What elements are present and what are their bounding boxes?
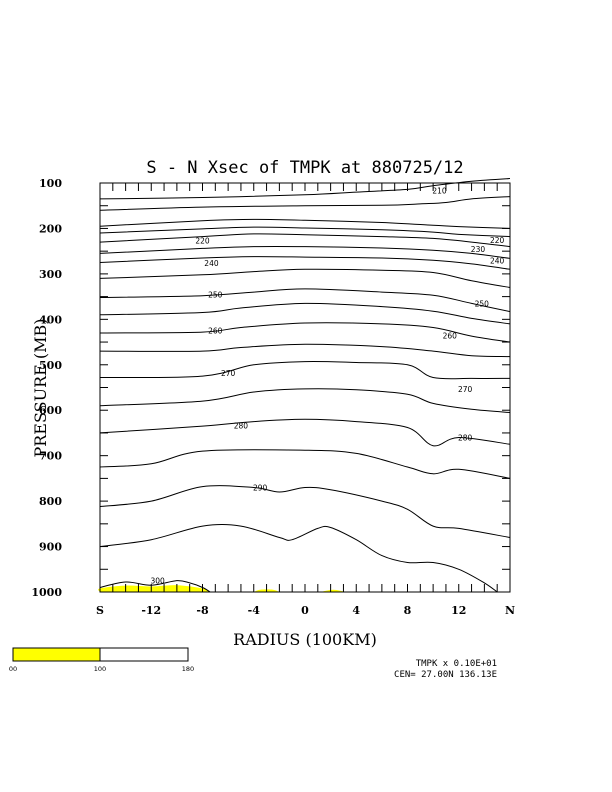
- y-tick-label: 100: [39, 177, 62, 190]
- contour-line-7: [99, 268, 511, 288]
- y-tick-label: 400: [39, 313, 62, 326]
- y-tick-label: 900: [39, 541, 62, 554]
- contour-line-0: [99, 178, 511, 200]
- contour-line-10: [99, 322, 511, 343]
- y-tick-label: 800: [39, 495, 62, 508]
- contour-line-9: [99, 302, 511, 325]
- contour-label-10: 270: [221, 369, 236, 378]
- y-tick-label: 600: [39, 404, 62, 417]
- x-tick-label: N: [505, 604, 515, 617]
- colorbar-tick-labels: 00 100 180: [9, 665, 194, 673]
- contour-label-15: 300: [150, 577, 165, 586]
- scale-text: TMPK x 0.10E+01: [416, 659, 497, 669]
- colorbar-segment-yellow: [12, 647, 101, 662]
- contour-line-11: [99, 343, 511, 358]
- contour-label-0: 210: [432, 186, 447, 195]
- contour-label-1: 220: [195, 237, 210, 246]
- top-ticks: [99, 183, 511, 191]
- contour-line-8: [99, 288, 511, 313]
- contour-label-4: 240: [204, 259, 219, 268]
- colorbar-tick-label: 100: [94, 665, 106, 673]
- contour-line-13: [99, 388, 511, 413]
- contour-line-16: [99, 485, 511, 538]
- contour-line-2: [99, 218, 511, 229]
- x-axis-label: RADIUS (100KM): [233, 630, 377, 649]
- contour-line-15: [99, 449, 511, 479]
- chart-title: S - N Xsec of TMPK at 880725/12: [146, 158, 463, 178]
- y-tick-label: 300: [39, 268, 62, 281]
- contour-line-1: [99, 196, 511, 211]
- x-tick-label: 12: [451, 604, 466, 617]
- colorbar-segment-white: [99, 647, 189, 662]
- contour-label-8: 260: [208, 327, 223, 336]
- contour-label-9: 260: [443, 332, 458, 341]
- y-tick-labels: 100 200 300 400 500 600 700 800 900 1000: [31, 177, 62, 599]
- colorbar-tick-label: 00: [9, 665, 17, 673]
- x-tick-label: 8: [404, 604, 412, 617]
- colorbar-tick-label: 180: [182, 665, 194, 673]
- contour-label-5: 240: [490, 256, 505, 265]
- contour-line-17: [99, 524, 498, 593]
- x-tick-label: 0: [301, 604, 309, 617]
- x-tick-labels: S -12 -8 -4 0 4 8 12 N: [96, 604, 515, 617]
- contour-lines: [99, 178, 511, 593]
- y-tick-label: 200: [39, 222, 62, 235]
- contour-label-13: 280: [458, 433, 473, 442]
- bottom-ticks: [99, 584, 511, 592]
- y-axis-label: PRESSURE (MB): [31, 318, 50, 457]
- contour-label-14: 290: [253, 483, 268, 492]
- contour-labels: 210 220 220 230 240 240 250 250 260 260 270 270 280 2…: [150, 186, 504, 585]
- y-tick-label: 500: [39, 359, 62, 372]
- plot-frame: [99, 182, 511, 593]
- contour-label-11: 270: [458, 385, 473, 394]
- shaded-region-0: [98, 585, 211, 592]
- center-text: CEN= 27.00N 136.13E: [394, 670, 497, 680]
- colorbar: 00 100 180: [9, 647, 194, 673]
- contour-label-2: 220: [490, 236, 505, 245]
- contour-label-6: 250: [208, 290, 223, 299]
- x-tick-label: 4: [352, 604, 360, 617]
- contour-line-12: [99, 361, 511, 380]
- contour-label-12: 280: [234, 422, 249, 431]
- y-ticks: [100, 182, 510, 593]
- x-tick-label: -4: [248, 604, 261, 617]
- x-tick-label: S: [96, 604, 104, 617]
- contour-line-5: [99, 245, 511, 259]
- contour-line-3: [99, 226, 511, 238]
- shaded-regions: [98, 585, 346, 592]
- y-tick-label: 1000: [31, 586, 62, 599]
- contour-line-6: [99, 256, 511, 270]
- contour-label-7: 250: [475, 299, 490, 308]
- x-tick-label: -8: [196, 604, 209, 617]
- contour-label-3: 230: [471, 245, 486, 254]
- y-tick-label: 700: [39, 450, 62, 463]
- shaded-region-2: [320, 589, 346, 592]
- x-tick-label: -12: [141, 604, 161, 617]
- contour-line-14: [99, 418, 511, 447]
- contour-line-4: [99, 233, 511, 248]
